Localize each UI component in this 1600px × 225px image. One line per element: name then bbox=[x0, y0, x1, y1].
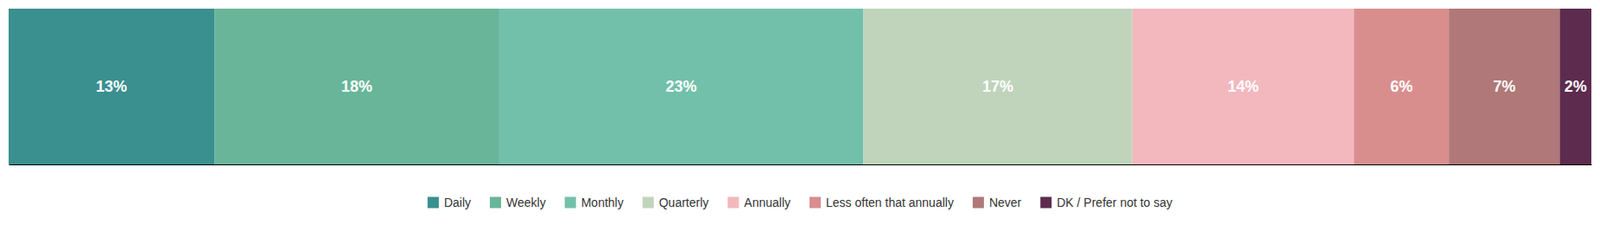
data-label: 17% bbox=[982, 77, 1014, 96]
data-label: 18% bbox=[341, 77, 373, 96]
legend-swatch bbox=[427, 196, 439, 209]
bar-segment bbox=[214, 8, 500, 165]
bar-segment bbox=[499, 8, 864, 165]
bar-segment bbox=[1132, 8, 1354, 165]
bar-segment bbox=[863, 8, 1132, 165]
legend-item: DK / Prefer not to say bbox=[1040, 195, 1173, 210]
legend-swatch bbox=[972, 196, 985, 209]
data-label: 7% bbox=[1492, 77, 1516, 96]
bars bbox=[8, 8, 1592, 165]
data-labels: 13% 18% 23% 17% 14% 6% 7% 2% bbox=[95, 77, 1588, 96]
bar-segment bbox=[1448, 8, 1560, 165]
bar-segment bbox=[1353, 8, 1449, 165]
legend: Daily Weekly Monthly Quarterly Annually Less … bbox=[427, 195, 1173, 210]
data-label: 2% bbox=[1564, 77, 1588, 96]
legend-item: Weekly bbox=[489, 195, 547, 210]
data-label: 14% bbox=[1227, 77, 1259, 96]
bar-segment bbox=[1559, 8, 1592, 165]
legend-swatch bbox=[565, 196, 577, 209]
legend-label: Daily bbox=[444, 195, 471, 210]
legend-label: DK / Prefer not to say bbox=[1056, 195, 1173, 210]
bar-segment bbox=[8, 8, 215, 165]
legend-item: Less often that annually bbox=[809, 195, 954, 210]
legend-swatch bbox=[809, 196, 821, 209]
legend-label: Never bbox=[989, 195, 1023, 210]
legend-item: Monthly bbox=[565, 195, 624, 210]
legend-item: Never bbox=[972, 195, 1023, 210]
legend-item: Quarterly bbox=[642, 195, 710, 210]
legend-item: Daily bbox=[427, 195, 471, 210]
data-label: 23% bbox=[666, 77, 698, 96]
x-axis bbox=[9, 164, 1593, 166]
x-axis-line bbox=[9, 164, 1593, 166]
legend-swatch bbox=[642, 196, 654, 209]
chart: 13% 18% 23% 17% 14% 6% 7% 2% Daily Weekly Monthly Q… bbox=[0, 0, 1600, 225]
legend-label: Annually bbox=[743, 195, 791, 210]
legend-swatch bbox=[727, 196, 739, 209]
legend-label: Weekly bbox=[506, 195, 547, 210]
legend-label: Less often that annually bbox=[825, 195, 954, 210]
legend-label: Monthly bbox=[581, 195, 624, 210]
data-label: 6% bbox=[1390, 77, 1413, 96]
data-label: 13% bbox=[95, 77, 127, 96]
legend-swatch bbox=[1040, 196, 1052, 209]
plot: 13% 18% 23% 17% 14% 6% 7% 2% bbox=[8, 8, 1593, 166]
legend-swatch bbox=[489, 196, 502, 209]
legend-label: Quarterly bbox=[659, 195, 710, 210]
legend-item: Annually bbox=[727, 195, 791, 210]
